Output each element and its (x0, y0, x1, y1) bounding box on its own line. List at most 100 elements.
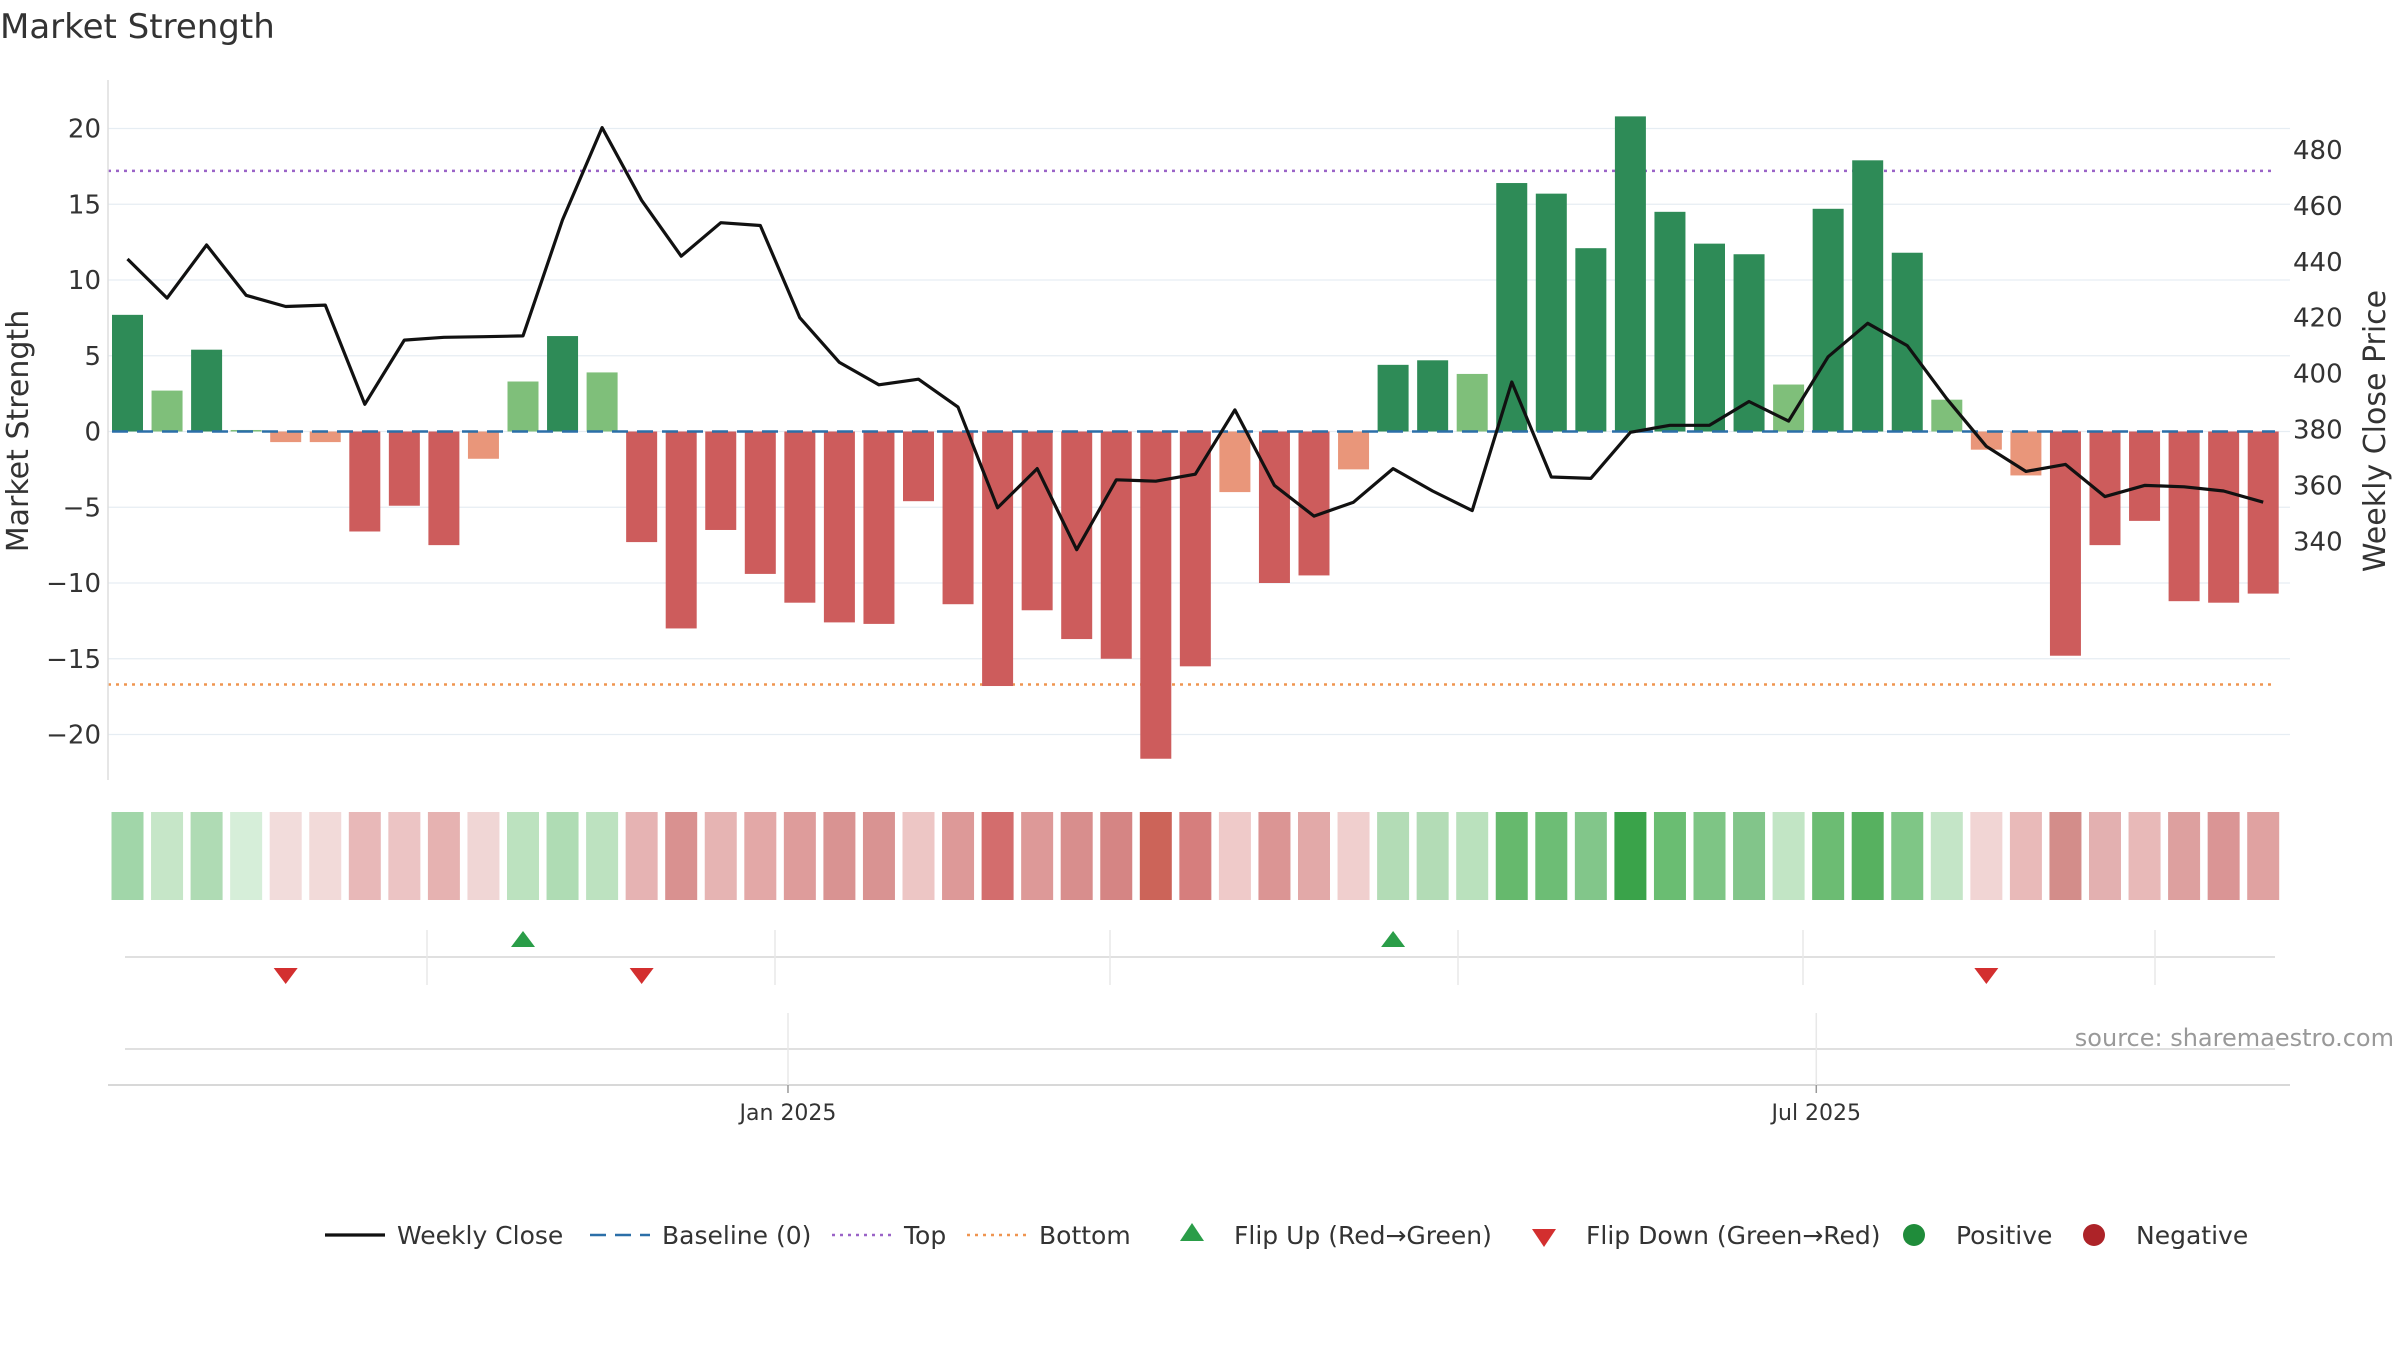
y-tick-label: −10 (46, 569, 101, 599)
reference-lines (108, 169, 2275, 686)
heat-cell (1614, 812, 1647, 900)
heat-cell (269, 812, 302, 900)
strength-bar (1179, 431, 1211, 667)
flip-down-marker (629, 968, 654, 984)
y-tick-label: 20 (68, 115, 101, 145)
strength-bar (1575, 248, 1607, 432)
y2-tick-label: 460 (2293, 192, 2343, 222)
weekly-close-line (126, 125, 2264, 552)
legend-item: Negative (2083, 1221, 2248, 1250)
y2-tick-label: 420 (2293, 304, 2343, 334)
legend-label: Positive (1956, 1221, 2052, 1250)
heat-cell (1772, 812, 1805, 900)
heat-cell (1535, 812, 1568, 900)
heat-cell (665, 812, 698, 900)
strength-bar (1061, 431, 1093, 640)
chart-title: Market Strength (0, 7, 275, 47)
heat-cell (823, 812, 856, 900)
heat-cell (1812, 812, 1845, 900)
heat-cell (1179, 812, 1212, 900)
heat-cell (190, 812, 223, 900)
heat-cell (467, 812, 500, 900)
heat-cell (1970, 812, 2003, 900)
y2-tick-label: 400 (2293, 360, 2343, 390)
heat-cell (2207, 812, 2240, 900)
strength-bar (705, 431, 737, 530)
heat-cell (1139, 812, 1172, 900)
heat-cell (744, 812, 777, 900)
heat-cell (309, 812, 342, 900)
strength-bar (428, 431, 460, 546)
heat-cell (1891, 812, 1924, 900)
strength-bar (151, 390, 183, 432)
heat-cell (1574, 812, 1607, 900)
y-tick-label: 0 (84, 418, 101, 448)
y2-tick-label: 380 (2293, 416, 2343, 446)
strength-bar (1654, 211, 1686, 432)
strength-bar (1417, 360, 1449, 432)
flip-down-marker (1974, 968, 1999, 984)
y-tick-label: 5 (84, 342, 101, 372)
legend-item: Weekly Close (325, 1221, 563, 1250)
strength-bar (2247, 431, 2279, 594)
legend-item: Positive (1903, 1221, 2052, 1250)
y2-tick-label: 340 (2293, 527, 2343, 557)
heat-cell (230, 812, 263, 900)
strength-bar (863, 431, 895, 624)
strength-bar (1140, 431, 1172, 759)
legend-label: Baseline (0) (662, 1221, 811, 1250)
strength-bar (665, 431, 697, 629)
y-tick-label: 10 (68, 266, 101, 296)
strength-bar (784, 431, 816, 603)
time-axis-panel: Jan 2025 Jul 2025 (108, 1013, 2290, 1126)
x-tick-label: Jan 2025 (738, 1101, 837, 1126)
strength-bar (1773, 384, 1805, 432)
strength-bar (1377, 364, 1409, 432)
strength-bar (1298, 431, 1330, 576)
heat-cell (348, 812, 381, 900)
heat-cell (1930, 812, 1963, 900)
strength-bar (270, 431, 302, 443)
heat-cell (1100, 812, 1133, 900)
heat-cell (942, 812, 975, 900)
legend-label: Flip Down (Green→Red) (1586, 1221, 1881, 1250)
legend-dot-icon (1903, 1224, 1925, 1246)
heat-cell (2247, 812, 2280, 900)
strength-bar (1812, 208, 1844, 432)
strength-bar (744, 431, 776, 574)
strength-bar (349, 431, 381, 532)
legend-item: Flip Down (Green→Red) (1532, 1221, 1881, 1250)
heat-strip (111, 812, 2280, 900)
strength-bar (191, 349, 223, 432)
legend-item: Baseline (0) (590, 1221, 811, 1250)
strength-bar (2168, 431, 2200, 602)
heat-cell (783, 812, 816, 900)
heat-cell (625, 812, 658, 900)
legend-label: Weekly Close (397, 1221, 563, 1250)
y2-tick-label: 440 (2293, 248, 2343, 278)
heat-cell (111, 812, 144, 900)
heat-cell (1416, 812, 1449, 900)
strength-bar (1100, 431, 1132, 659)
legend: Weekly Close Baseline (0) Top Bottom Flip Up… (325, 1221, 2248, 1250)
strength-bars (112, 116, 2279, 759)
y-tick-label: −20 (46, 721, 101, 751)
y2-axis-label: Weekly Close Price (2358, 290, 2393, 572)
strength-bar (1219, 431, 1251, 493)
heat-cell (1021, 812, 1054, 900)
strength-bar (1535, 193, 1567, 432)
strength-bar (1338, 431, 1370, 470)
heat-cell (862, 812, 895, 900)
strength-bar (1258, 431, 1290, 583)
legend-label: Top (903, 1221, 946, 1250)
flip-down-marker (273, 968, 298, 984)
strength-bar (1931, 399, 1963, 432)
heat-cell (2009, 812, 2042, 900)
strength-bar (982, 431, 1014, 687)
strength-bar (507, 381, 539, 432)
heat-cell (2049, 812, 2082, 900)
legend-item: Flip Up (Red→Green) (1180, 1221, 1492, 1250)
strength-bar (2049, 431, 2081, 656)
strength-bar (1496, 183, 1528, 432)
